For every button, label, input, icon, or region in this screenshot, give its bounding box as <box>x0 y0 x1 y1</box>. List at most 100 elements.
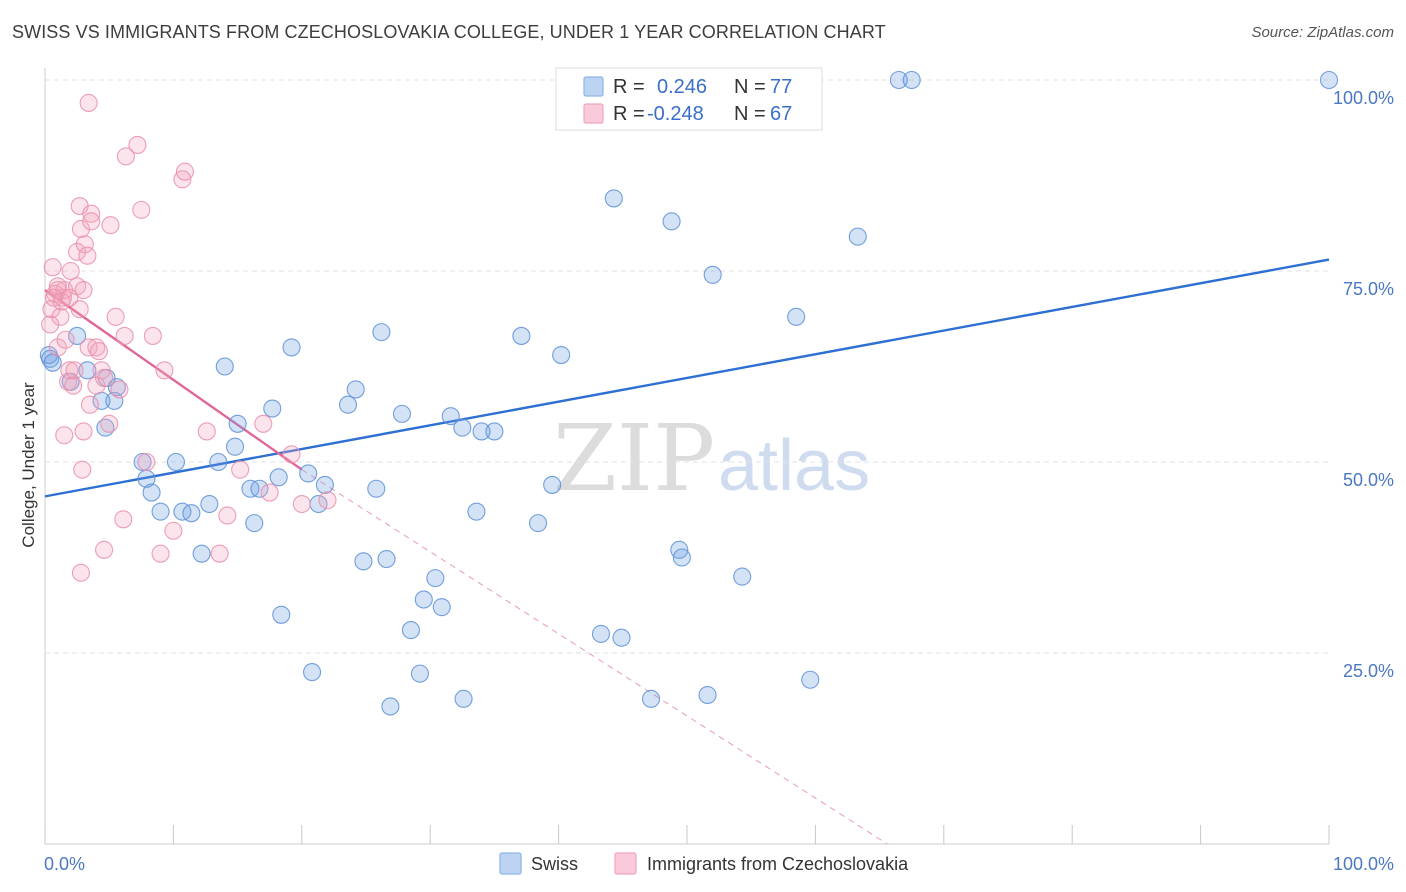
swiss-point <box>142 483 161 502</box>
swiss-point <box>346 380 365 399</box>
swiss-point <box>453 418 472 437</box>
czech-point <box>55 426 74 445</box>
correlation-legend: R = 0.246 N = 77 R = -0.248 N = 67 <box>555 67 823 131</box>
czech-trend-extension <box>301 469 888 845</box>
legend-swatch-czech <box>583 103 604 124</box>
czech-point <box>116 147 135 166</box>
czech-point <box>79 93 98 112</box>
swiss-point <box>392 404 412 423</box>
swiss-point <box>662 212 681 231</box>
czech-point <box>41 315 60 334</box>
swiss-point <box>107 378 126 397</box>
czech-point <box>95 540 114 559</box>
swiss-point <box>367 479 386 498</box>
swiss-point <box>225 437 245 456</box>
swiss-point <box>485 422 504 441</box>
czech-point <box>71 219 91 239</box>
series-legend: Swiss Immigrants from Czechoslovakia <box>499 852 909 875</box>
czech-point <box>218 506 237 525</box>
czech-point <box>115 326 134 345</box>
series-swatch-swiss <box>499 852 522 875</box>
czech-trend-line <box>44 289 303 471</box>
czech-point <box>114 510 133 529</box>
czech-point <box>48 277 67 296</box>
swiss-point <box>672 548 691 567</box>
y-tick-label-75: 75.0% <box>1343 279 1394 299</box>
swiss-point <box>78 361 97 380</box>
swiss-point <box>372 323 391 342</box>
swiss-point <box>200 494 219 514</box>
czech-point <box>164 521 183 540</box>
czech-point <box>60 361 79 380</box>
czech-point <box>82 204 101 223</box>
swiss-point <box>698 685 717 705</box>
swiss-point <box>105 391 124 410</box>
swiss-point <box>272 605 291 624</box>
czech-point <box>282 445 301 464</box>
swiss-point <box>410 664 429 683</box>
x-tick-label-min: 0.0% <box>44 854 85 874</box>
czech-point <box>78 246 97 265</box>
swiss-point <box>787 307 806 326</box>
czech-point <box>70 300 89 319</box>
swiss-point <box>1319 70 1339 90</box>
x-tick-label-max: 100.0% <box>1333 854 1394 874</box>
czech-point <box>210 544 229 563</box>
czech-point <box>110 380 129 399</box>
czech-point <box>75 235 94 254</box>
watermark-zip: ZIP <box>553 405 715 512</box>
swiss-point <box>543 475 562 494</box>
source-label: Source: ZipAtlas.com <box>1251 24 1394 41</box>
swiss-point <box>303 663 322 682</box>
swiss-point <box>414 590 433 609</box>
swiss-point <box>192 544 211 563</box>
swiss-point <box>848 227 867 246</box>
y-tick-label-25: 25.0% <box>1343 661 1394 681</box>
swiss-point <box>889 70 908 90</box>
legend-n-value-czech: 67 <box>770 103 792 125</box>
swiss-point <box>282 338 301 357</box>
czech-point <box>71 563 91 582</box>
czech-point <box>292 494 311 514</box>
czech-point <box>44 288 64 307</box>
swiss-point <box>733 567 752 586</box>
swiss-point <box>591 624 611 643</box>
czech-point <box>175 162 195 181</box>
swiss-point <box>467 502 486 521</box>
swiss-point <box>269 468 288 487</box>
czech-point <box>74 422 93 441</box>
swiss-point <box>263 399 282 418</box>
swiss-point <box>250 479 269 498</box>
swiss-point <box>354 552 373 571</box>
series-label-czech: Immigrants from Czechoslovakia <box>647 854 909 874</box>
czech-point <box>128 135 147 154</box>
swiss-point <box>245 514 264 533</box>
swiss-point <box>381 697 400 716</box>
gridlines <box>45 79 1329 654</box>
swiss-trend-line <box>44 258 1330 498</box>
swiss-point <box>228 414 247 433</box>
swiss-point <box>902 70 921 90</box>
legend-r-value-czech: -0.248 <box>647 103 704 125</box>
czech-point <box>260 483 279 502</box>
swiss-point <box>166 452 186 472</box>
y-tick-label-100: 100.0% <box>1333 88 1394 108</box>
czech-point <box>106 307 125 326</box>
swiss-point <box>182 504 201 523</box>
czech-point <box>318 491 337 510</box>
legend-r-label-czech: R = <box>613 103 645 125</box>
legend-swatch-swiss <box>583 76 604 97</box>
swiss-point <box>133 452 152 472</box>
series-label-swiss: Swiss <box>531 854 578 874</box>
swiss-point <box>612 628 631 647</box>
czech-point <box>231 460 250 479</box>
czech-point <box>197 422 216 441</box>
czech-point <box>79 338 98 357</box>
czech-point <box>80 395 99 414</box>
swiss-point <box>472 422 491 441</box>
swiss-point <box>299 464 318 483</box>
legend-r-value-swiss: 0.246 <box>657 76 707 98</box>
czech-point <box>48 338 67 357</box>
legend-n-value-swiss: 77 <box>770 76 792 98</box>
